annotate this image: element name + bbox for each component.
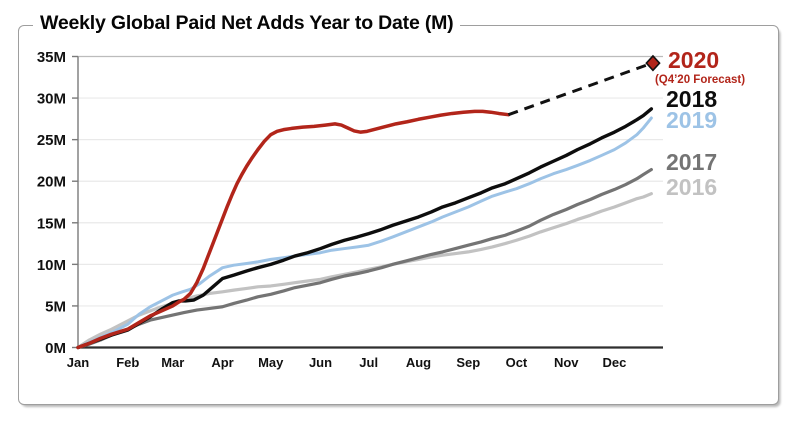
legend-entry-2020: 2020 [668,47,720,73]
y-axis-label: 0M [45,340,66,357]
series-line-2018 [76,107,654,350]
legend-entry-2018: 2018 [666,86,718,112]
x-axis-label: Mar [161,355,184,370]
y-axis-label: 35M [37,49,66,66]
x-axis-label: Oct [506,355,528,370]
series-line-2019 [76,116,653,349]
x-axis-label: Jul [359,355,378,370]
legend-entry-2019: 2019 [666,107,718,133]
x-axis-label: May [258,355,284,370]
y-axis-label: 10M [37,257,66,274]
y-axis-label: 25M [37,132,66,149]
y-axis-label: 20M [37,174,66,191]
series-line-2020 [76,109,511,350]
x-axis-label: Feb [116,355,139,370]
x-axis-label: Nov [554,355,579,370]
legend-forecast-note: (Q4’20 Forecast) [654,74,746,86]
series-line-2017 [76,167,653,350]
legend-entry-2016: 2016 [666,174,718,200]
chart-title: Weekly Global Paid Net Adds Year to Date… [33,12,461,35]
y-axis-label: 30M [37,91,66,108]
y-axis-label: 5M [45,298,66,315]
x-axis-label: Sep [456,355,480,370]
x-axis-label: Apr [211,355,233,370]
x-axis-label: Jun [309,355,332,370]
x-axis-label: Aug [406,355,431,370]
forecast-dashed-line [507,62,651,117]
forecast-diamond-marker [645,54,661,72]
y-axis-label: 15M [37,215,66,232]
x-axis-label: Dec [602,355,626,370]
x-axis-label: Jan [67,355,89,370]
chart-frame [18,25,779,405]
legend-entry-2017: 2017 [666,149,718,175]
